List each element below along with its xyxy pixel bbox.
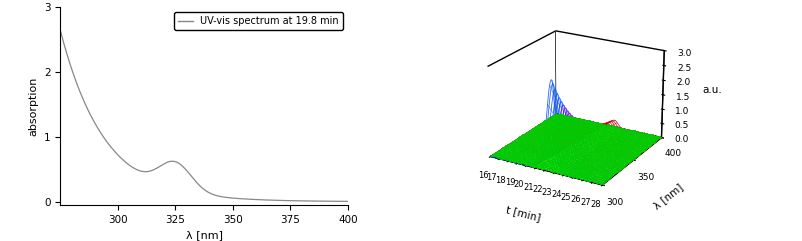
X-axis label: λ [nm]: λ [nm] (185, 230, 222, 240)
Y-axis label: absorption: absorption (28, 76, 38, 136)
X-axis label: t [min]: t [min] (504, 205, 541, 223)
Legend: UV-vis spectrum at 19.8 min: UV-vis spectrum at 19.8 min (174, 12, 342, 30)
Y-axis label: λ [nm]: λ [nm] (651, 181, 684, 211)
